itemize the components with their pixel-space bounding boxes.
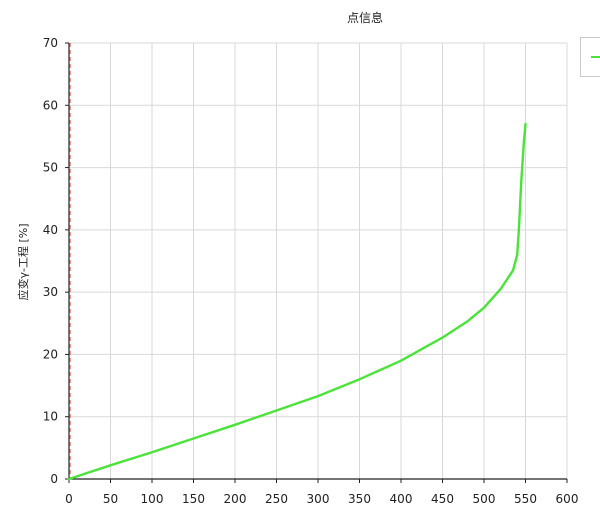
- y-tick-label: 0: [50, 472, 58, 486]
- series-layer: [67, 43, 527, 481]
- y-tick-label: 20: [43, 347, 58, 361]
- tick-labels: 0 50 100 150 200 250 300 350 400 450 500 550 600 0 10 2…: [43, 36, 579, 506]
- y-tick-label: 60: [43, 98, 58, 112]
- x-tick-label: 350: [348, 492, 371, 506]
- x-tick-label: 250: [265, 492, 288, 506]
- x-tick-label: 500: [473, 492, 496, 506]
- y-tick-label: 50: [43, 161, 58, 175]
- y-tick-label: 70: [43, 36, 58, 50]
- y-tick-label: 40: [43, 223, 58, 237]
- x-tick-label: 0: [65, 492, 73, 506]
- y-tick-label: 10: [43, 410, 58, 424]
- x-tick-label: 450: [431, 492, 454, 506]
- series-line: [67, 122, 527, 481]
- x-tick-label: 200: [224, 492, 247, 506]
- x-tick-label: 400: [390, 492, 413, 506]
- legend-swatch: [591, 56, 600, 58]
- legend: [580, 37, 600, 77]
- x-tick-label: 550: [514, 492, 537, 506]
- y-axis-label: 应变γ-工程 [%]: [16, 223, 30, 300]
- x-tick-label: 600: [556, 492, 579, 506]
- grid-lines: [69, 42, 568, 479]
- x-tick-label: 300: [307, 492, 330, 506]
- chart-title: 点信息: [346, 11, 383, 25]
- x-tick-label: 50: [103, 492, 118, 506]
- y-tick-label: 30: [43, 285, 58, 299]
- x-tick-label: 150: [182, 492, 205, 506]
- x-tick-label: 100: [141, 492, 164, 506]
